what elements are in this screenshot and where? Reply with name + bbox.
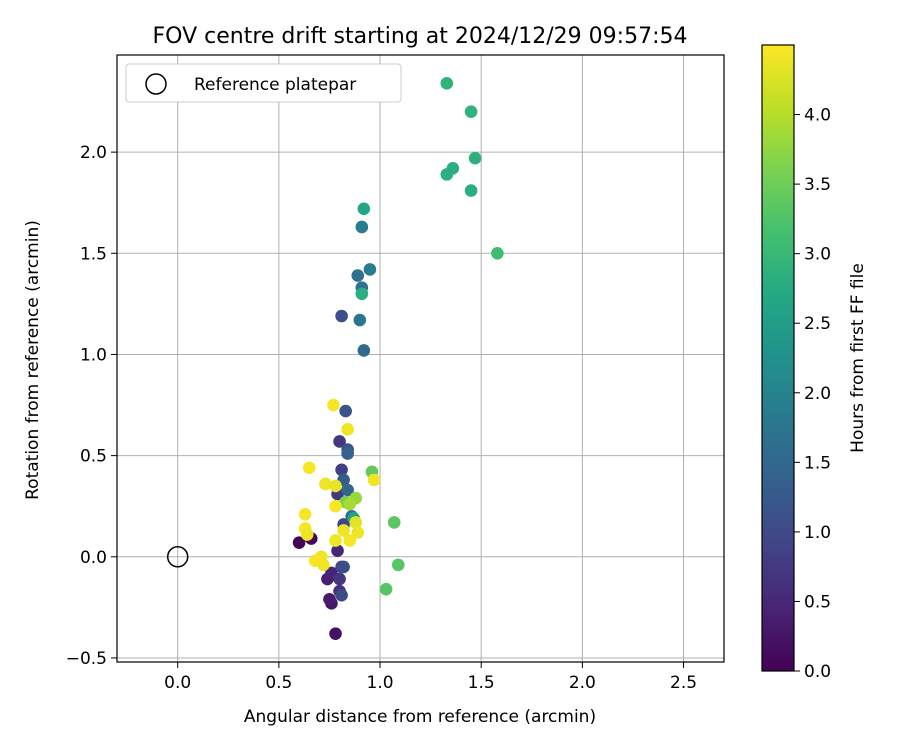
scatter-point xyxy=(331,544,344,558)
y-tick-label: 1.5 xyxy=(80,244,107,264)
scatter-point xyxy=(317,558,330,572)
grid-lines xyxy=(117,55,724,662)
scatter-point xyxy=(440,77,454,90)
legend-box xyxy=(125,63,402,103)
scatter-point xyxy=(341,483,354,497)
x-tick-label: 1.5 xyxy=(468,673,495,693)
colorbar-gradient xyxy=(762,45,794,671)
scatter-point xyxy=(355,220,369,234)
x-tick-label: 1.0 xyxy=(367,673,394,693)
scatter-point xyxy=(335,309,348,323)
scatter-point xyxy=(391,558,405,572)
scatter-point xyxy=(341,423,354,436)
plot-frame xyxy=(116,54,725,663)
scatter-point xyxy=(353,313,367,327)
scatter-point xyxy=(329,499,342,513)
scatter-point xyxy=(333,572,346,586)
scatter-point xyxy=(333,435,346,448)
axis-ticks: 0.0 0.5 1.0 1.5 2.0 2.5 −0.5 0.0 0.5 1.0 1.5 2.0 xyxy=(66,143,697,693)
colorbar-tick-label: 2.0 xyxy=(804,384,831,404)
scatter-point xyxy=(329,479,342,493)
scatter-point xyxy=(357,202,371,216)
scatter-point xyxy=(367,473,381,487)
colorbar: 0.0 0.5 1.0 1.5 2.0 2.5 3.0 3.5 4.0 Hours from f… xyxy=(761,44,868,682)
scatter-point xyxy=(329,534,342,547)
scatter-point xyxy=(337,560,350,574)
scatter-point xyxy=(379,582,393,596)
colorbar-tick-label: 3.0 xyxy=(804,245,831,265)
scatter-point xyxy=(327,398,340,412)
y-tick-label: 2.0 xyxy=(80,143,107,163)
x-tick-label: 2.0 xyxy=(569,673,596,693)
data-points xyxy=(292,77,504,640)
scatter-point xyxy=(335,588,348,602)
scatter-point xyxy=(298,507,312,521)
scatter-point xyxy=(341,447,354,460)
x-tick-label: 0.0 xyxy=(164,673,191,693)
scatter-point xyxy=(302,461,316,475)
scatter-point xyxy=(323,592,336,606)
colorbar-tick-label: 0.5 xyxy=(804,592,831,612)
scatter-point xyxy=(337,524,350,537)
scatter-point xyxy=(349,516,363,529)
scatter-point xyxy=(363,263,377,276)
scatter-point xyxy=(468,151,482,165)
scatter-point xyxy=(292,536,306,549)
colorbar-tick-label: 0.0 xyxy=(804,662,831,682)
scatter-point xyxy=(319,477,332,491)
scatter-point xyxy=(335,463,348,477)
legend: Reference platepar xyxy=(125,63,402,103)
y-axis-label: Rotation from reference (arcmin) xyxy=(23,220,43,500)
x-axis-label: Angular distance from reference (arcmin) xyxy=(244,707,596,727)
y-tick-label: 0.5 xyxy=(80,447,107,467)
colorbar-tick-label: 3.5 xyxy=(804,175,831,195)
scatter-point xyxy=(464,105,478,118)
y-tick-label: −0.5 xyxy=(66,649,107,669)
colorbar-frame xyxy=(761,44,795,672)
scatter-point xyxy=(464,184,478,197)
colorbar-label: Hours from first FF file xyxy=(848,263,868,453)
y-tick-label: 0.0 xyxy=(80,548,107,568)
scatter-point xyxy=(343,497,356,511)
chart-title: FOV centre drift starting at 2024/12/29 … xyxy=(153,24,688,49)
scatter-point xyxy=(351,269,365,282)
colorbar-ticks: 0.0 0.5 1.0 1.5 2.0 2.5 3.0 3.5 4.0 xyxy=(794,106,831,682)
scatter-point xyxy=(357,344,371,357)
scatter-point xyxy=(343,534,356,547)
scatter-point xyxy=(355,287,369,301)
x-tick-label: 0.5 xyxy=(265,673,292,693)
scatter-point xyxy=(339,404,352,418)
y-tick-label: 1.0 xyxy=(80,345,107,365)
colorbar-tick-label: 1.0 xyxy=(804,523,831,543)
colorbar-tick-label: 1.5 xyxy=(804,453,831,473)
colorbar-tick-label: 4.0 xyxy=(804,106,831,126)
scatter-point xyxy=(351,526,365,539)
scatter-point xyxy=(387,516,401,529)
legend-entry-label: Reference platepar xyxy=(194,75,356,95)
scatter-point xyxy=(329,627,342,640)
scatter-point xyxy=(446,162,460,175)
colorbar-tick-label: 2.5 xyxy=(804,314,831,334)
legend-reference-marker xyxy=(145,73,167,95)
scatter-point xyxy=(491,246,504,260)
scatter-point xyxy=(300,528,314,541)
x-tick-label: 2.5 xyxy=(670,673,697,693)
reference-point-marker xyxy=(166,546,189,568)
